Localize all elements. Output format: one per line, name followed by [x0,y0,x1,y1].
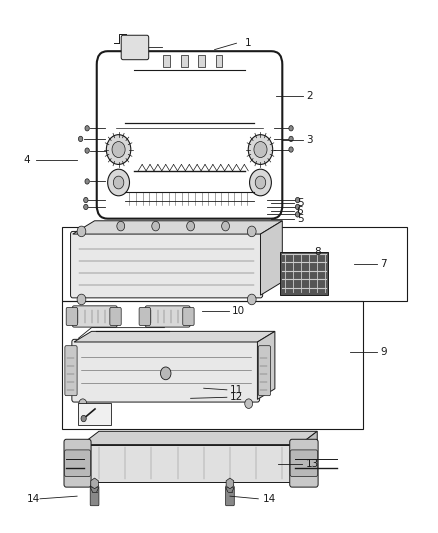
Text: 1: 1 [244,38,251,48]
Circle shape [289,147,293,152]
Circle shape [85,179,89,184]
Bar [180,55,187,67]
Polygon shape [81,445,300,482]
FancyBboxPatch shape [290,450,318,477]
Text: 12: 12 [230,392,243,402]
Bar [280,252,328,295]
Circle shape [289,126,293,131]
Circle shape [250,169,272,196]
Text: 11: 11 [230,385,243,395]
Text: 7: 7 [381,259,387,269]
FancyBboxPatch shape [290,439,318,487]
Polygon shape [73,221,283,234]
Circle shape [295,204,300,209]
FancyBboxPatch shape [121,35,149,60]
FancyBboxPatch shape [71,231,263,298]
Circle shape [247,226,256,237]
FancyBboxPatch shape [90,488,99,506]
Circle shape [113,176,124,189]
Polygon shape [81,431,317,445]
Polygon shape [300,431,317,482]
Circle shape [78,136,83,142]
Circle shape [255,176,266,189]
FancyBboxPatch shape [64,439,91,487]
Circle shape [222,221,230,231]
Circle shape [245,399,253,408]
Circle shape [127,44,132,51]
Bar [62,227,407,301]
Circle shape [247,294,256,305]
Circle shape [106,135,131,165]
Text: 10: 10 [232,306,245,316]
FancyBboxPatch shape [72,340,260,402]
Text: 2: 2 [306,91,313,101]
Text: 3: 3 [306,135,313,145]
Text: 4: 4 [23,155,30,165]
Circle shape [85,126,89,131]
Circle shape [117,221,125,231]
Circle shape [295,212,300,217]
Circle shape [84,197,88,203]
Text: 5: 5 [297,198,304,208]
FancyBboxPatch shape [226,488,234,506]
Bar [78,402,111,425]
Circle shape [85,148,89,154]
Text: 14: 14 [263,494,276,504]
Polygon shape [261,221,283,295]
FancyBboxPatch shape [258,346,271,395]
Circle shape [137,44,142,51]
Circle shape [108,169,130,196]
Text: 6: 6 [297,206,304,216]
Polygon shape [258,332,275,399]
FancyBboxPatch shape [65,346,77,395]
FancyBboxPatch shape [139,308,150,326]
Circle shape [295,197,300,203]
Bar [62,301,363,429]
Circle shape [254,142,267,158]
Circle shape [77,294,86,305]
Circle shape [77,226,86,237]
Circle shape [160,367,171,379]
Circle shape [152,221,159,231]
Circle shape [84,204,88,209]
Text: 13: 13 [305,459,319,469]
Text: 14: 14 [27,494,40,504]
Circle shape [81,415,86,422]
FancyBboxPatch shape [66,308,78,326]
FancyBboxPatch shape [64,450,91,477]
Bar [215,55,223,67]
Bar [163,55,170,67]
Bar [198,55,205,67]
Circle shape [79,399,87,408]
Circle shape [289,136,293,142]
FancyBboxPatch shape [145,306,190,327]
Circle shape [187,221,194,231]
Text: 9: 9 [381,346,387,357]
FancyBboxPatch shape [183,308,194,326]
Polygon shape [74,332,275,342]
Circle shape [112,142,125,158]
FancyBboxPatch shape [110,308,121,326]
FancyBboxPatch shape [72,306,117,327]
Circle shape [248,135,273,165]
Text: 5: 5 [297,214,304,224]
Text: 8: 8 [314,247,321,256]
